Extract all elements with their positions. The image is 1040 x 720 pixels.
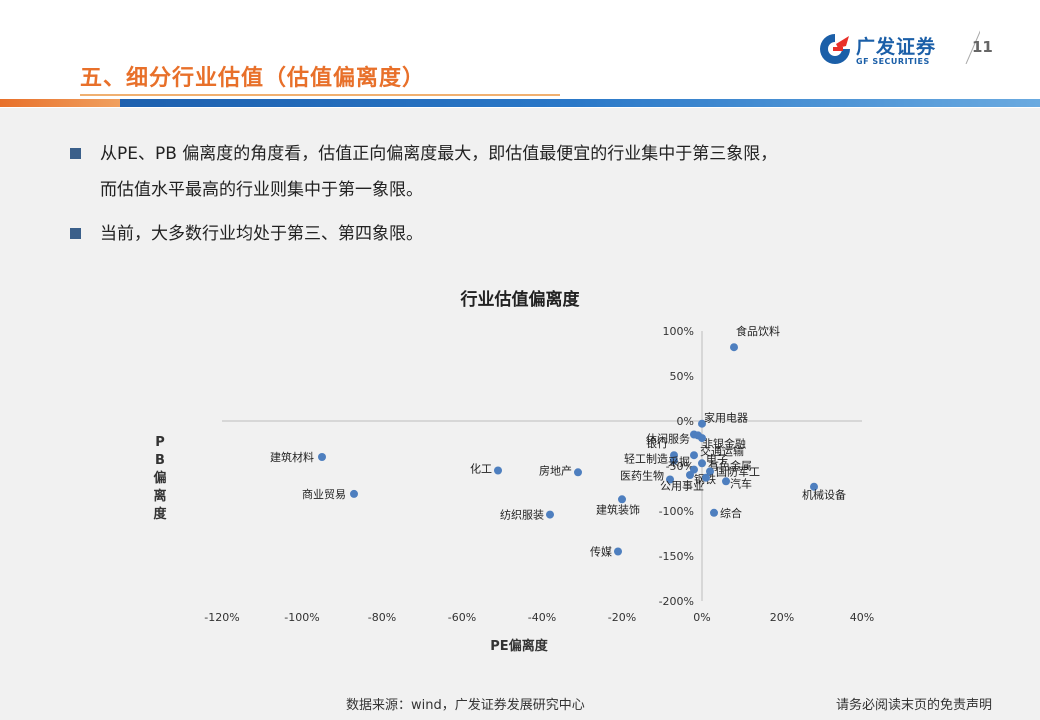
footer-disclaimer: 请务必阅读末页的免责声明 bbox=[836, 698, 993, 713]
data-point-label: 纺织服装 bbox=[500, 508, 544, 522]
data-point-label: 公用事业 bbox=[660, 480, 704, 493]
data-point bbox=[706, 467, 714, 476]
x-axis-ticks: -120% -100% -80% -60% -40% -20% 0% 20% 40% bbox=[204, 611, 874, 624]
bullet-1-text: 从PE、PB 偏离度的角度看，估值正向偏离度最大，即估值最便宜的行业集中于第三象… bbox=[100, 144, 778, 164]
data-point bbox=[614, 547, 622, 556]
logo-text-en: GF SECURITIES bbox=[856, 57, 930, 66]
header-orange-accent bbox=[0, 99, 120, 107]
data-point bbox=[494, 466, 502, 475]
data-points: 食品饮料家用电器休闲服务非银金融电子银行交通运输轻工制造有色金属采掘国防军工钢铁… bbox=[270, 324, 846, 558]
y-tick-label: 0% bbox=[677, 415, 694, 428]
data-point bbox=[670, 456, 678, 465]
data-point-label: 房地产 bbox=[539, 463, 572, 477]
bullet-square-icon bbox=[70, 228, 81, 239]
y-tick-label: -150% bbox=[659, 550, 694, 563]
data-point-label: 食品饮料 bbox=[736, 324, 780, 338]
y-axis-label: P B 偏离度 bbox=[153, 435, 167, 522]
x-tick-label: -40% bbox=[528, 611, 556, 624]
data-point-label: 建筑材料 bbox=[270, 450, 314, 464]
data-point-label: 建筑装饰 bbox=[596, 502, 640, 516]
data-point-label: 商业贸易 bbox=[302, 487, 346, 501]
y-axis-ticks: 100%50%0%-50%-100%-150%-200% bbox=[659, 325, 694, 608]
data-point bbox=[686, 471, 694, 479]
y-tick-label: -100% bbox=[659, 505, 694, 518]
x-axis-label: PE偏离度 bbox=[490, 638, 548, 654]
page-number: 11 bbox=[972, 38, 993, 56]
data-point-label: 传媒 bbox=[590, 546, 612, 559]
logo-text-cn: 广发证券 bbox=[856, 36, 937, 58]
data-point-label: 休闲服务 bbox=[646, 432, 690, 446]
data-point-label: 医药生物 bbox=[620, 469, 664, 483]
data-point-label: 轻工制造 bbox=[624, 452, 668, 466]
data-point bbox=[702, 473, 710, 482]
x-tick-label: 0% bbox=[693, 611, 710, 624]
data-point bbox=[710, 508, 718, 517]
data-point-label: 化工 bbox=[470, 462, 492, 476]
y-tick-label: 50% bbox=[670, 370, 694, 383]
data-point-label: 综合 bbox=[720, 506, 742, 520]
data-point-label: 银行 bbox=[646, 436, 668, 450]
data-point-label: 非银金融 bbox=[702, 436, 746, 450]
data-point bbox=[666, 475, 674, 484]
data-point-label: 交通运输 bbox=[700, 444, 744, 458]
bullet-2-text: 当前，大多数行业均处于第三、第四象限。 bbox=[100, 224, 423, 244]
x-tick-label: -120% bbox=[204, 611, 239, 624]
slide-title: 五、细分行业估值（估值偏离度） bbox=[80, 66, 426, 91]
bullet-square-icon bbox=[70, 148, 81, 159]
gf-securities-logo: 广发证券 GF SECURITIES bbox=[818, 30, 948, 70]
data-point-label: 采掘 bbox=[668, 455, 690, 469]
x-tick-label: -100% bbox=[284, 611, 319, 624]
data-point bbox=[618, 495, 626, 504]
gf-logo-icon bbox=[820, 34, 850, 64]
data-point bbox=[698, 459, 706, 468]
y-tick-label: -200% bbox=[659, 595, 694, 608]
data-point bbox=[730, 343, 738, 352]
data-point-label: 家用电器 bbox=[704, 411, 748, 425]
x-tick-label: -60% bbox=[448, 611, 476, 624]
data-point bbox=[690, 451, 698, 460]
data-point bbox=[698, 434, 706, 443]
x-tick-label: 40% bbox=[850, 611, 874, 624]
data-point-label: 国防军工 bbox=[716, 464, 760, 478]
data-point-label: 机械设备 bbox=[802, 488, 846, 502]
data-point bbox=[350, 489, 358, 498]
data-point bbox=[574, 468, 582, 477]
slide-header: 五、细分行业估值（估值偏离度） 广发证券 GF SECURITIES 11 bbox=[0, 0, 1040, 108]
bullet-1-continued-text: 而估值水平最高的行业则集中于第一象限。 bbox=[100, 180, 423, 200]
content-area: 从PE、PB 偏离度的角度看，估值正向偏离度最大，即估值最便宜的行业集中于第三象… bbox=[0, 108, 1040, 720]
data-point bbox=[546, 510, 554, 519]
y-tick-label: 100% bbox=[663, 325, 694, 338]
chart-title: 行业估值偏离度 bbox=[460, 289, 581, 310]
footer-data-source: 数据来源：wind，广发证券发展研究中心 bbox=[346, 698, 585, 713]
x-tick-label: 20% bbox=[770, 611, 794, 624]
x-tick-label: -20% bbox=[608, 611, 636, 624]
data-point bbox=[698, 419, 706, 428]
header-divider bbox=[965, 30, 980, 64]
data-point-label: 有色金属 bbox=[708, 458, 752, 472]
header-blue-bar bbox=[0, 99, 1040, 107]
data-point bbox=[810, 482, 818, 491]
title-underline bbox=[80, 94, 560, 96]
x-tick-label: -80% bbox=[368, 611, 396, 624]
data-point-label: 电子 bbox=[706, 453, 728, 466]
data-point bbox=[722, 477, 730, 486]
data-point bbox=[318, 453, 326, 461]
data-point-label: 汽车 bbox=[730, 476, 752, 490]
